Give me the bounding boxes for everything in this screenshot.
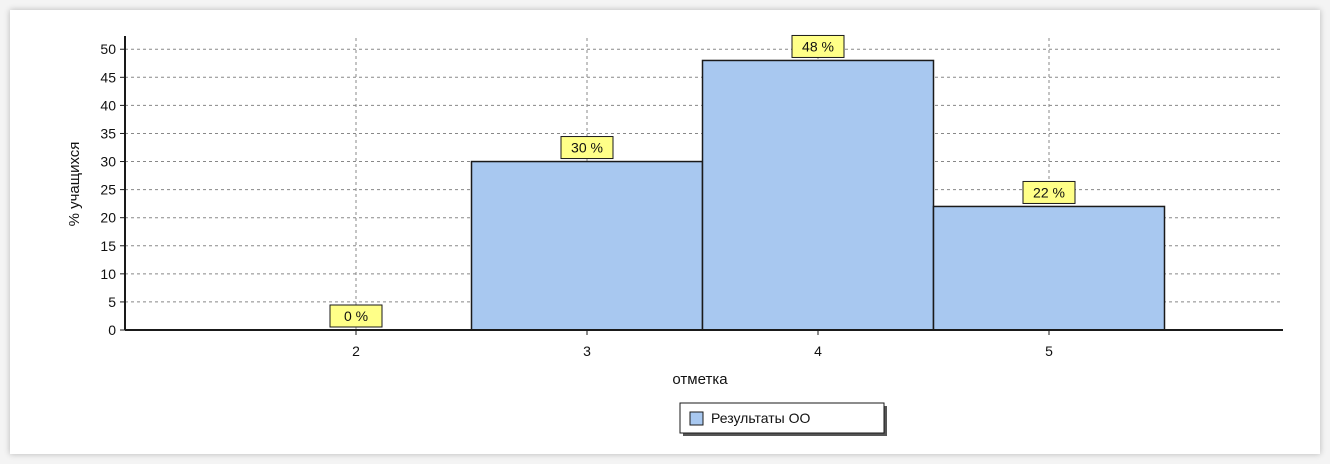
bar [470,160,704,331]
bar [932,205,1166,331]
data-label-box [329,304,383,328]
legend-swatch [689,411,704,426]
x-tick-label: 5 [1045,343,1053,359]
y-tick-label: 35 [100,125,116,141]
data-label-box [791,34,845,58]
data-label: 48 % [802,38,834,54]
bar [701,59,935,331]
y-tick-label: 45 [100,69,116,85]
y-tick-label: 0 [108,322,116,338]
data-label-box [560,136,614,160]
legend-label: Результаты ОО [711,410,811,426]
y-tick-label: 25 [100,182,116,198]
y-tick-label: 20 [100,210,116,226]
y-tick-label: 15 [100,238,116,254]
legend-box [679,402,885,434]
y-tick-label: 40 [100,97,116,113]
chart-frame: 0 5 10 15 20 25 30 35 40 45 50 2 3 4 5 0 % 30 % 48 % 22 % о… [10,10,1320,454]
data-label: 0 % [344,308,368,324]
x-tick-label: 3 [583,343,591,359]
y-tick-label: 10 [100,266,116,282]
x-axis-title: отметка [672,371,728,388]
y-tick-label: 30 [100,154,116,170]
y-tick-label: 5 [108,294,116,310]
data-label-box [1022,180,1076,204]
x-tick-label: 2 [352,343,360,359]
x-tick-label: 4 [814,343,822,359]
y-tick-label: 50 [100,41,116,57]
y-axis-title: % учащихся [66,142,83,227]
data-label: 22 % [1033,184,1065,200]
data-label: 30 % [571,140,603,156]
